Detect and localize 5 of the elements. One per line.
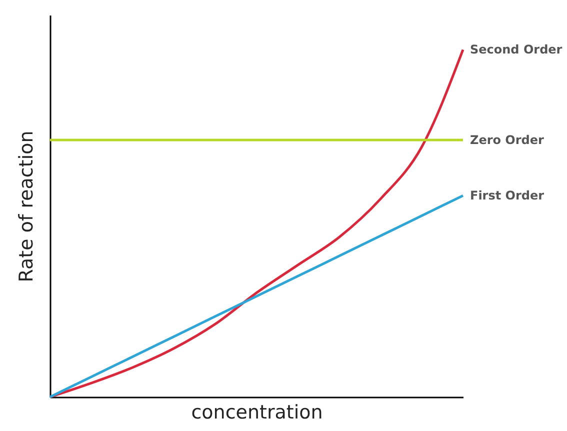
series-label: First Order: [470, 188, 544, 203]
x-axis-title: concentration: [191, 402, 323, 424]
series-label: Zero Order: [470, 133, 544, 148]
y-axis-title: Rate of reaction: [16, 130, 38, 282]
series-label: Second Order: [470, 42, 562, 57]
